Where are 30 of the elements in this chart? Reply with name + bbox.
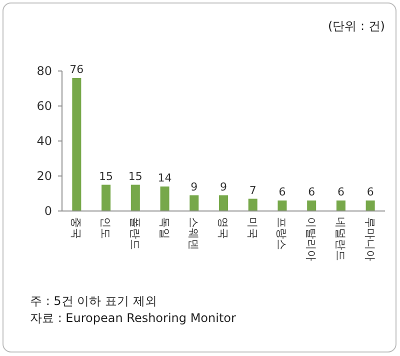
data-label: 6 (337, 186, 344, 198)
data-label: 76 (70, 63, 84, 76)
data-label: 6 (366, 186, 374, 198)
x-tick-label: 중국 (70, 217, 83, 239)
data-label: 9 (190, 180, 198, 194)
x-tick-label: 인도 (99, 217, 112, 239)
data-label: 15 (128, 170, 142, 183)
x-tick-label: 영국 (216, 217, 230, 239)
y-tick-label: 80 (36, 64, 52, 78)
data-label: 7 (249, 184, 256, 197)
y-tick-label: 60 (36, 99, 52, 113)
data-label: 15 (99, 170, 114, 183)
x-tick-label: 폴란드 (128, 217, 142, 250)
y-tick-label: 40 (36, 134, 52, 148)
data-label: 6 (308, 186, 316, 198)
data-label: 6 (278, 186, 286, 198)
x-tick-label: 독일 (158, 217, 171, 239)
x-tick-label: 네덜란드 (334, 217, 347, 261)
data-label: 9 (220, 180, 227, 194)
text: (단위 : 건) (328, 19, 385, 33)
x-tick-label: 미국 (246, 217, 259, 239)
text: 자료 : European Reshoring Monitor (30, 311, 236, 325)
data-label: 14 (158, 172, 172, 184)
x-tick-label: 프랑스 (275, 217, 288, 250)
text: 주 : 5건 이하 표기 제외 (30, 294, 157, 308)
y-tick-label: 20 (36, 169, 52, 183)
y-tick-label: 0 (44, 204, 52, 218)
x-tick-label: 스웨덴 (187, 217, 200, 250)
x-tick-label: 루마니아 (363, 217, 376, 261)
x-tick-label: 이탈리아 (304, 217, 318, 261)
